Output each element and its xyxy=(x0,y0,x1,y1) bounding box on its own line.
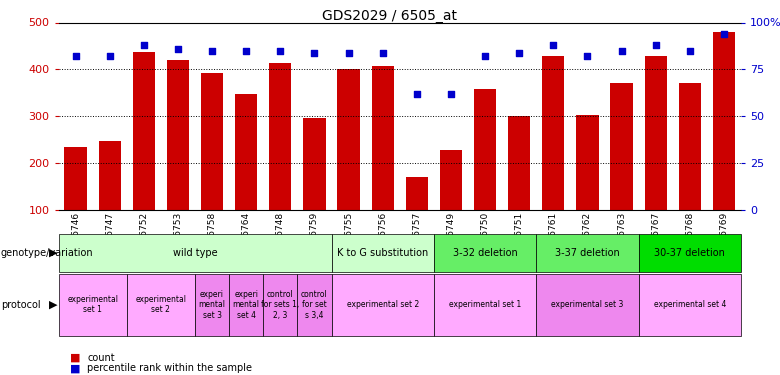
Bar xyxy=(542,56,565,210)
Point xyxy=(240,48,253,54)
Point xyxy=(104,53,116,59)
Bar xyxy=(644,56,667,210)
Text: ■: ■ xyxy=(70,353,80,363)
Point xyxy=(69,53,82,59)
Text: protocol: protocol xyxy=(1,300,41,310)
Bar xyxy=(201,73,223,210)
Text: experi
mental
set 4: experi mental set 4 xyxy=(232,290,260,320)
Point xyxy=(445,91,457,97)
Point xyxy=(206,48,218,54)
Point xyxy=(650,42,662,48)
Text: ▶: ▶ xyxy=(49,300,57,310)
Text: percentile rank within the sample: percentile rank within the sample xyxy=(87,363,253,373)
Point xyxy=(479,53,491,59)
Text: GDS2029 / 6505_at: GDS2029 / 6505_at xyxy=(322,9,458,23)
Text: experimental set 2: experimental set 2 xyxy=(346,300,419,309)
Text: count: count xyxy=(87,353,115,363)
Point xyxy=(308,50,321,55)
Text: control
for set
s 3,4: control for set s 3,4 xyxy=(301,290,328,320)
Point xyxy=(172,46,184,52)
Text: experimental set 3: experimental set 3 xyxy=(551,300,624,309)
Text: experimental set 1: experimental set 1 xyxy=(449,300,521,309)
Point xyxy=(410,91,423,97)
Text: genotype/variation: genotype/variation xyxy=(1,248,94,258)
Bar xyxy=(611,84,633,210)
Point xyxy=(377,50,389,55)
Bar xyxy=(508,116,530,210)
Bar xyxy=(133,52,155,210)
Point xyxy=(137,42,150,48)
Text: K to G substitution: K to G substitution xyxy=(337,248,428,258)
Text: experimental
set 1: experimental set 1 xyxy=(67,295,118,314)
Text: 30-37 deletion: 30-37 deletion xyxy=(654,248,725,258)
Text: 3-37 deletion: 3-37 deletion xyxy=(555,248,620,258)
Bar xyxy=(235,94,257,210)
Point xyxy=(581,53,594,59)
Point xyxy=(274,48,286,54)
Bar xyxy=(406,177,428,210)
Bar xyxy=(576,116,598,210)
Point xyxy=(683,48,696,54)
Text: wild type: wild type xyxy=(172,248,218,258)
Bar xyxy=(65,147,87,210)
Text: 3-32 deletion: 3-32 deletion xyxy=(452,248,517,258)
Bar xyxy=(679,84,701,210)
Bar xyxy=(269,63,292,210)
Bar xyxy=(338,69,360,210)
Bar xyxy=(440,150,462,210)
Point xyxy=(718,31,730,37)
Bar xyxy=(98,141,121,210)
Bar xyxy=(713,32,735,210)
Bar xyxy=(474,89,496,210)
Text: experi
mental
set 3: experi mental set 3 xyxy=(199,290,225,320)
Text: experimental set 4: experimental set 4 xyxy=(654,300,726,309)
Text: ■: ■ xyxy=(70,363,80,373)
Bar xyxy=(303,118,325,210)
Text: control
for sets 1,
2, 3: control for sets 1, 2, 3 xyxy=(261,290,300,320)
Point xyxy=(513,50,526,55)
Point xyxy=(547,42,559,48)
Text: experimental
set 2: experimental set 2 xyxy=(136,295,186,314)
Bar xyxy=(167,60,189,210)
Point xyxy=(342,50,355,55)
Point xyxy=(615,48,628,54)
Text: ▶: ▶ xyxy=(49,248,57,258)
Bar xyxy=(371,66,394,210)
